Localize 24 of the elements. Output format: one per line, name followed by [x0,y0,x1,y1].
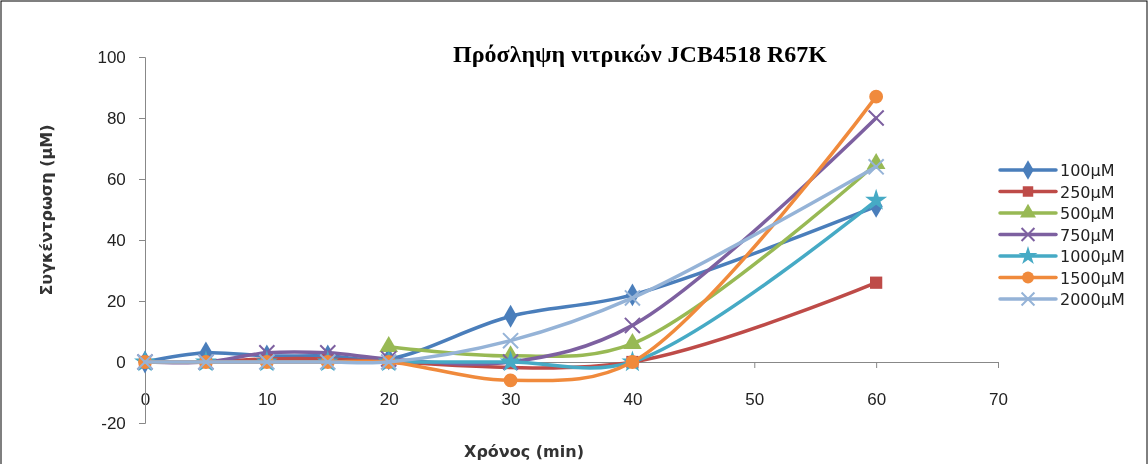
y-tick-label: 0 [116,352,126,372]
y-tick-label: 60 [106,169,126,189]
x-tick-label: 50 [745,390,765,409]
y-tick-label: 80 [106,108,126,128]
legend-label: 1500μM [1060,268,1125,288]
y-tick-label: 40 [106,230,126,250]
y-tick-label: 100 [97,47,126,67]
legend-label: 100μM [1060,161,1115,180]
x-tick-label: 40 [623,390,643,409]
x-tick-label: 20 [379,390,399,409]
y-tick-label: -20 [101,413,126,433]
x-axis-title: Χρόνος (min) [464,442,584,461]
x-tick-label: 30 [501,390,521,409]
legend-label: 500μM [1060,204,1115,223]
chart-title: Πρόσληψη νιτρικών JCB4518 R67K [453,41,828,67]
x-tick-label: 10 [257,390,277,409]
y-tick-label: 20 [106,291,126,311]
legend-label: 1000μM [1060,247,1125,266]
y-axis-title: Συγκέντρωση (μM) [37,124,56,296]
legend-label: 750μM [1060,225,1115,245]
x-tick-label: 70 [989,390,1008,409]
legend-label: 250μM [1060,182,1115,202]
x-tick-label: 60 [867,390,887,409]
legend-label: 2000μM [1060,290,1125,309]
